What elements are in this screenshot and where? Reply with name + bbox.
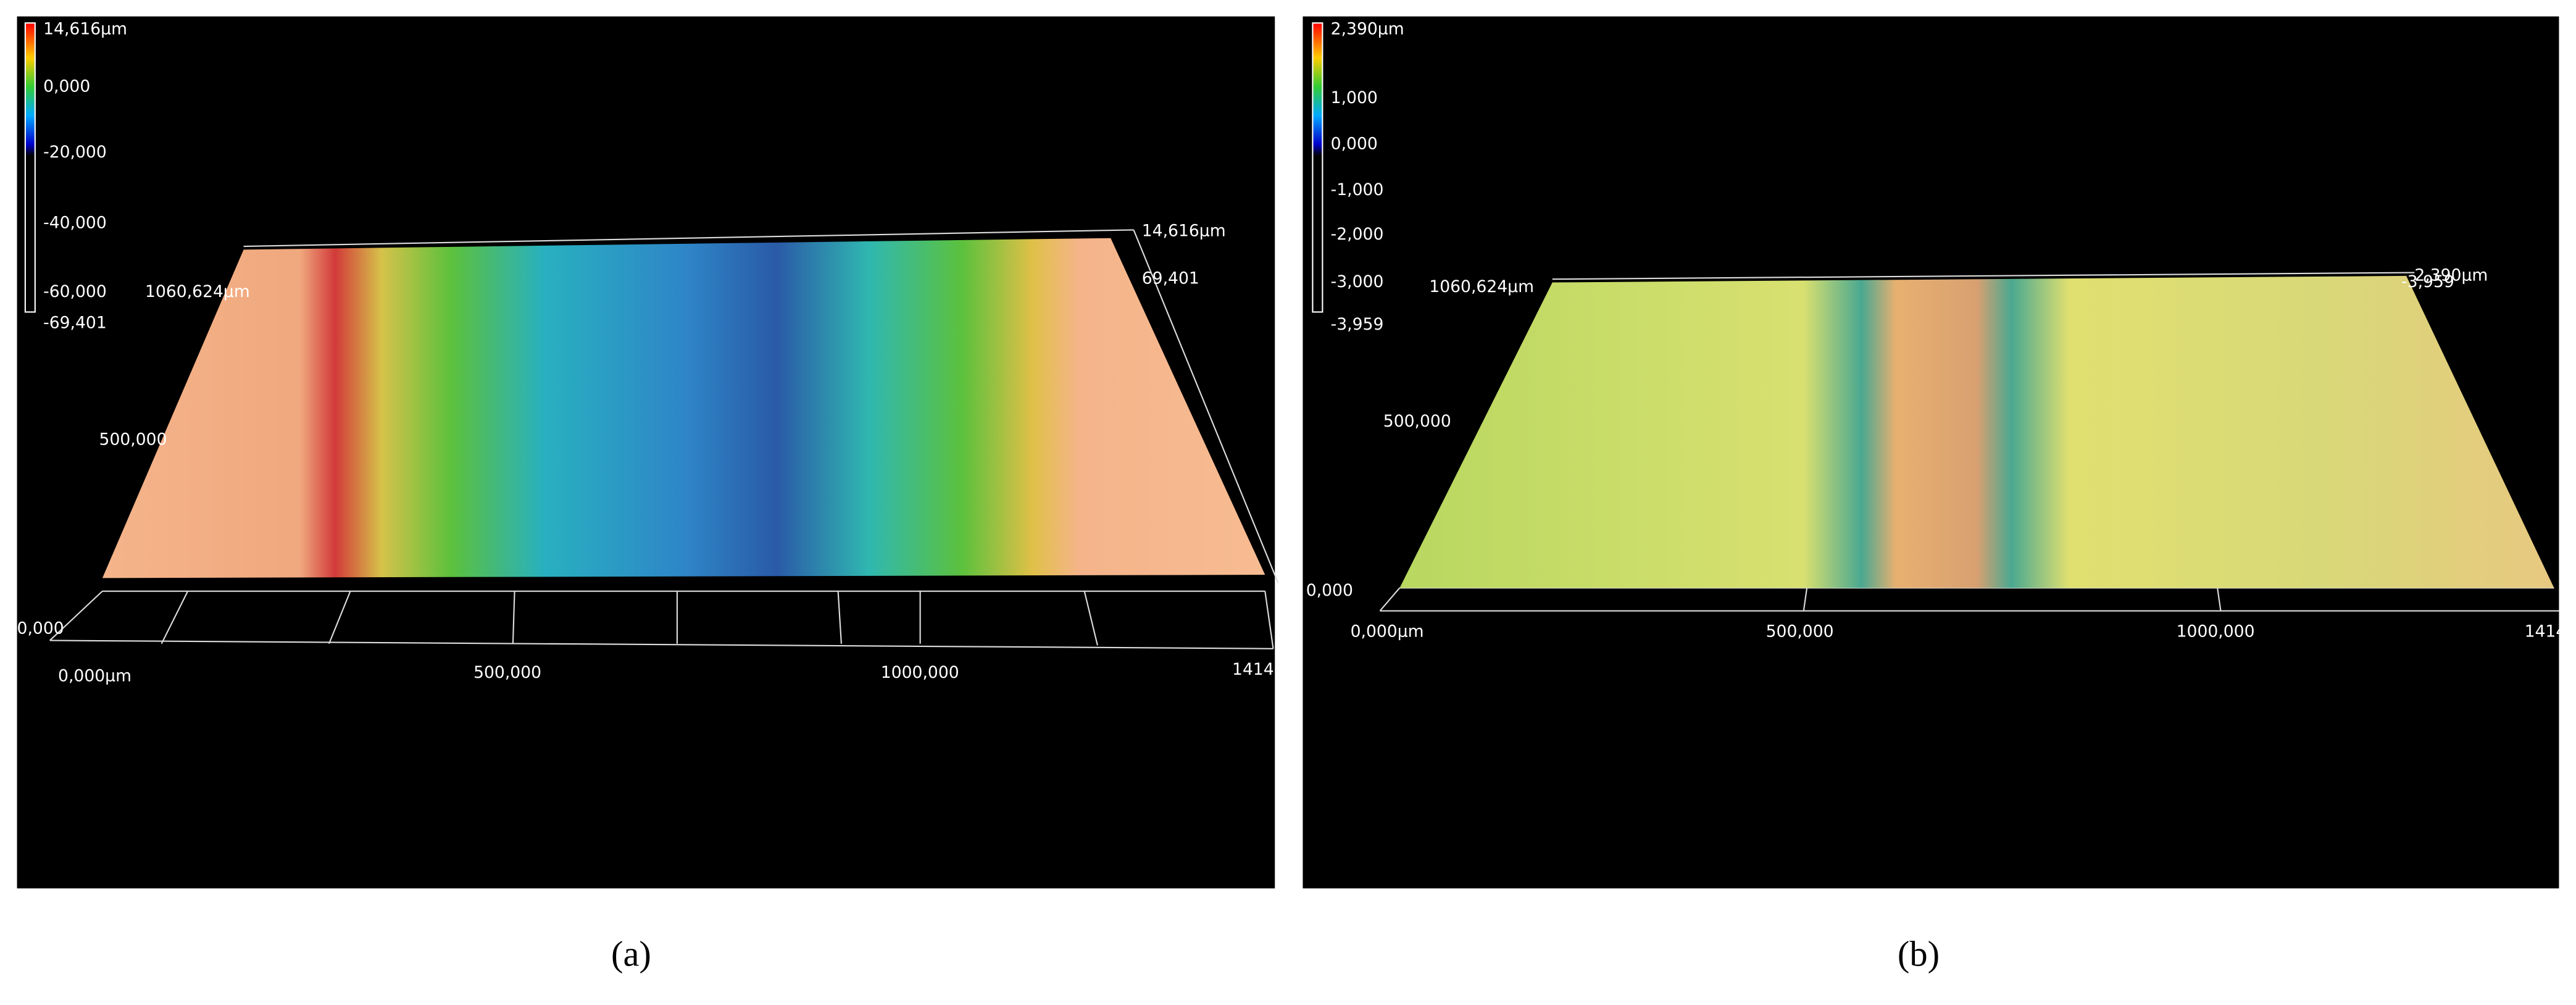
axis-label: 0,000µm: [58, 666, 131, 685]
colorbar-label: -60,000: [43, 282, 107, 301]
colorbar-label: 0,000: [43, 77, 90, 96]
axis-label: 0,000: [17, 619, 64, 638]
colorbar-label: -3,000: [1331, 272, 1384, 291]
caption: (b): [1898, 933, 1940, 974]
axis-label: 500,000: [473, 663, 541, 682]
colorbar: [1312, 22, 1323, 313]
axis-label: 0,000: [1306, 581, 1353, 600]
colorbar: [24, 22, 36, 313]
colorbar-label: 1,000: [1331, 88, 1378, 107]
colorbar-label: -40,000: [43, 213, 107, 232]
panel-b: 2,390µm 1,000 0,000 -1,000 -2,000 -3,000…: [1303, 16, 2567, 974]
colorbar-label: -2,000: [1331, 225, 1384, 244]
axis-label: 69,401: [1142, 269, 1199, 288]
axis-label: 0,000µm: [1351, 622, 1424, 641]
axis-label: 14,616µm: [1142, 222, 1226, 241]
colorbar-label: 14,616µm: [43, 19, 127, 38]
colorbar-label: -20,000: [43, 143, 107, 162]
axis-label: 1000,000: [881, 663, 959, 682]
axis-label: 1414,: [1232, 660, 1279, 679]
axis-label: 1060,624µm: [1429, 277, 1534, 296]
axis-label: -3,959: [2401, 272, 2454, 291]
caption: (a): [611, 933, 651, 974]
colorbar-label: -1,000: [1331, 180, 1384, 199]
surface: [1399, 275, 2554, 588]
colorbar-label: -69,401: [43, 314, 107, 333]
axis-label: 500,000: [1383, 412, 1451, 431]
axis-label: 500,000: [99, 430, 167, 449]
axis-label: 1060,624µm: [145, 282, 250, 301]
colorbar-label: 2,390µm: [1331, 19, 1404, 38]
axis-label: 1000,000: [2177, 622, 2255, 641]
floor-grid: [49, 229, 1279, 649]
panel-a: 14,616µm 0,000 -20,000 -40,000 -60,000 -…: [17, 16, 1279, 974]
surface: [102, 238, 1265, 578]
axis-label: 500,000: [1766, 622, 1834, 641]
axis-label: 1414: [2525, 622, 2567, 641]
colorbar-label: 0,000: [1331, 135, 1378, 154]
colorbar-label: -3,959: [1331, 315, 1384, 334]
axis-label: 2,390µm: [2414, 265, 2488, 285]
